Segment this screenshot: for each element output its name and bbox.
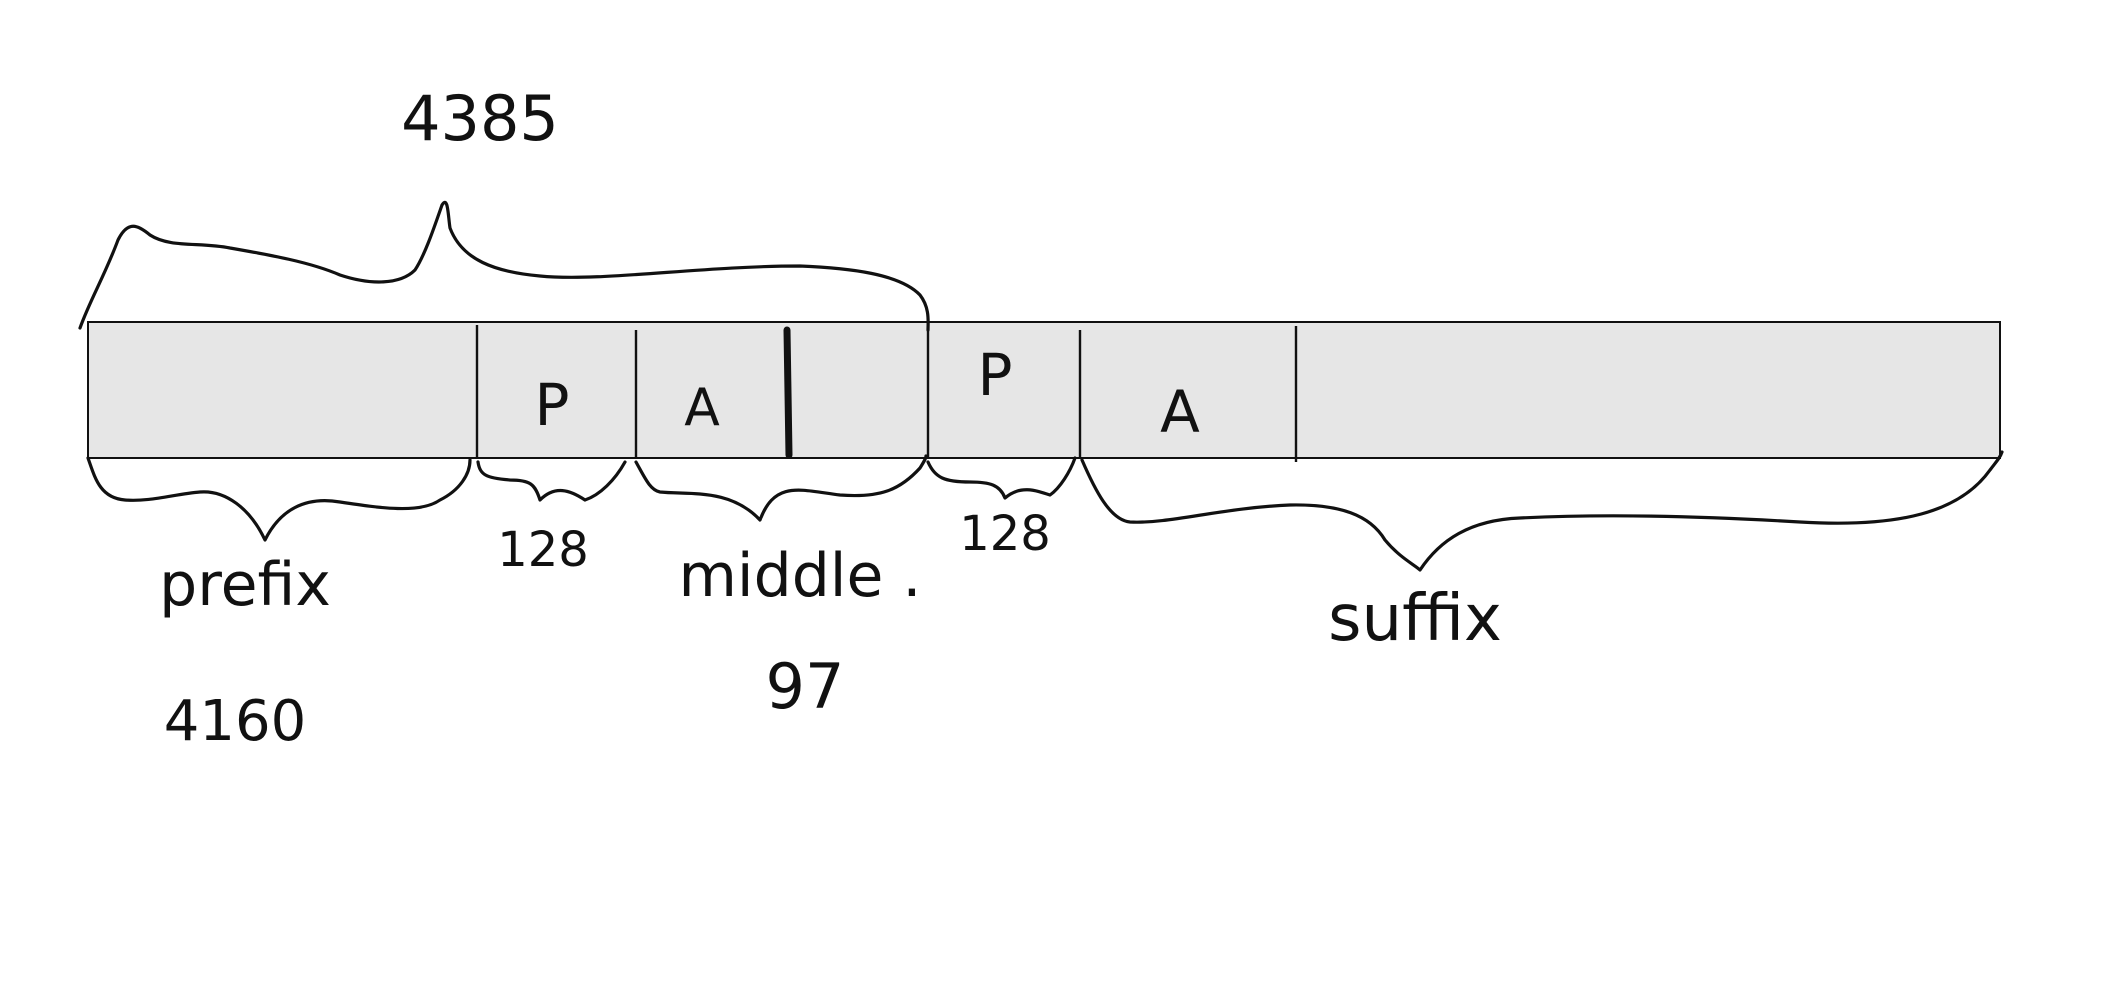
p1-brace xyxy=(476,460,627,502)
prefix-brace xyxy=(86,456,472,542)
middle-label: middle . xyxy=(678,541,921,611)
suffix-label: suffix xyxy=(1328,582,1502,656)
cursor-mark xyxy=(783,326,793,459)
prefix-label: prefix xyxy=(159,550,331,620)
prefix-value: 4160 xyxy=(164,689,307,754)
cell-label-p2: P xyxy=(978,341,1013,409)
middle-brace xyxy=(634,454,928,522)
p2-brace xyxy=(926,456,1077,500)
p2-value: 128 xyxy=(959,506,1051,562)
p1-value: 128 xyxy=(497,522,589,578)
sequence-bar xyxy=(87,321,2001,459)
top-total-label: 4385 xyxy=(401,82,559,155)
cell-label-a2: A xyxy=(1160,378,1200,446)
top-brace xyxy=(78,200,930,332)
cell-label-a1: A xyxy=(684,378,720,438)
cell-label-p1: P xyxy=(535,371,570,439)
middle-value: 97 xyxy=(766,650,845,723)
suffix-brace xyxy=(1080,450,2004,572)
